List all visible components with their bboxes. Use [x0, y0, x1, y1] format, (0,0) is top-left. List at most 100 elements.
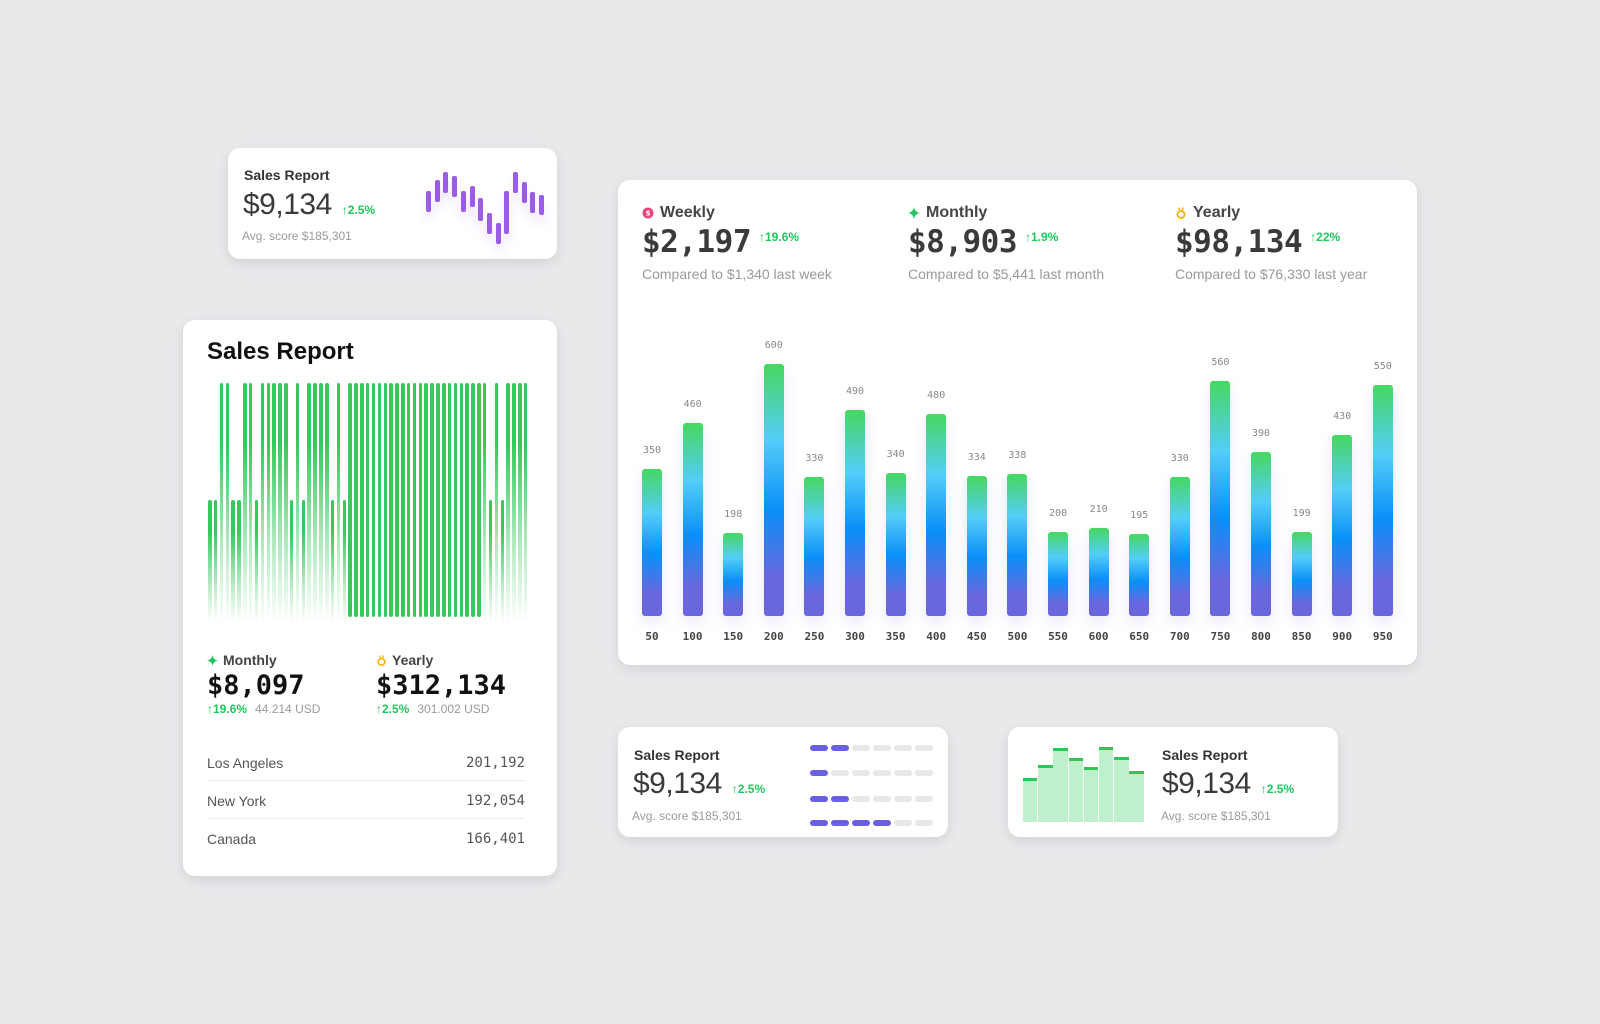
barcode-line — [442, 383, 446, 617]
progress-pill — [852, 745, 870, 751]
bar[interactable] — [845, 410, 865, 616]
card-title: Sales Report — [207, 338, 354, 365]
barcode-line — [266, 383, 270, 623]
green-sparkle-icon — [908, 207, 920, 219]
barcode-line — [401, 383, 405, 617]
barcode-line — [518, 383, 522, 623]
barcode-line — [342, 500, 347, 623]
sales-overview-chart-card: $ Weekly $2,197 ↑19.6% Compared to $1,340 la… — [618, 180, 1417, 665]
sales-report-histogram-card[interactable]: Sales Report $9,134 ↑2.5% Avg. score $18… — [1008, 727, 1338, 837]
barcode-line — [523, 383, 528, 623]
barcode-line — [477, 383, 481, 617]
bar[interactable] — [804, 477, 825, 616]
bar[interactable] — [1048, 532, 1068, 616]
progress-pill — [915, 796, 933, 802]
bar[interactable] — [723, 532, 744, 616]
stat-value: $312,134 — [376, 670, 507, 701]
bar[interactable] — [1332, 435, 1353, 616]
row-name: New York — [207, 793, 267, 809]
progress-pill — [894, 745, 912, 751]
barcode-line — [208, 500, 212, 623]
stat-value: $8,097 — [207, 670, 305, 701]
barcode-line — [512, 383, 516, 623]
row-name: Los Angeles — [207, 755, 284, 771]
progress-pill — [810, 820, 828, 826]
bar[interactable] — [1169, 477, 1190, 616]
stat-value: $8,903 — [908, 224, 1017, 260]
bar-value-label: 350 — [642, 445, 662, 456]
table-row: New York 192,054 — [207, 782, 525, 820]
progress-pill — [915, 745, 933, 751]
barcode-line — [254, 500, 259, 623]
progress-pill — [873, 745, 891, 751]
bar-value-label: 195 — [1130, 510, 1149, 522]
candle — [434, 180, 440, 202]
barcode-line — [377, 383, 382, 617]
barcode-line — [506, 383, 510, 623]
stat-label: Monthly — [223, 652, 277, 668]
barcode-line — [272, 383, 276, 623]
bar-value-label: 210 — [1089, 503, 1108, 515]
x-tick-label: 900 — [1332, 630, 1353, 643]
stat-yearly: Yearly $312,134 ↑2.5% 301.002 USD — [376, 652, 506, 716]
histogram-bar — [1099, 747, 1114, 822]
barcode-line — [459, 383, 464, 617]
barcode-line — [447, 383, 452, 617]
bar[interactable] — [1210, 380, 1231, 616]
card-value: $9,134 — [1162, 767, 1251, 800]
candle — [478, 198, 484, 221]
stat-monthly: Monthly $8,903 ↑1.9% Compared to $5,441 las… — [908, 204, 1168, 282]
green-sparkle-icon — [207, 654, 218, 666]
sales-report-pills-card[interactable]: Sales Report $9,134 ↑2.5% Avg. score $18… — [618, 727, 948, 837]
stat-yearly: Yearly $98,134 ↑22% Compared to $76,330 las… — [1175, 204, 1435, 282]
bar[interactable] — [966, 475, 987, 616]
bar-value-label: 560 — [1211, 356, 1230, 368]
change-badge: ↑2.5% — [731, 782, 766, 796]
card-title: Sales Report — [244, 167, 330, 183]
barcode-line — [365, 383, 370, 617]
change-badge: ↑2.5% — [376, 702, 410, 716]
stat-label: Monthly — [926, 204, 988, 221]
bar[interactable] — [642, 469, 662, 616]
progress-pill — [810, 796, 828, 802]
barcode-line — [412, 383, 417, 617]
sales-report-card: Sales Report Monthly $8,097 ↑19.6% 44.214 U… — [183, 320, 557, 876]
stat-label-row: $ Weekly — [642, 204, 902, 222]
bar[interactable] — [1372, 385, 1393, 616]
bar[interactable] — [1129, 534, 1150, 616]
svg-text:$: $ — [646, 210, 651, 218]
bar[interactable] — [1007, 474, 1028, 616]
progress-pill — [831, 745, 849, 751]
barcode-line — [488, 500, 493, 623]
barcode-line — [313, 383, 317, 623]
x-tick-label: 950 — [1372, 630, 1393, 643]
bar-value-label: 460 — [683, 398, 702, 410]
bar[interactable] — [926, 414, 947, 616]
barcode-line — [406, 383, 411, 617]
histogram-bar — [1114, 757, 1129, 822]
stat-label: Yearly — [1193, 204, 1241, 221]
bar[interactable] — [885, 473, 906, 616]
histogram-bar — [1053, 748, 1068, 822]
bar[interactable] — [1291, 532, 1312, 616]
barcode-line — [389, 383, 393, 617]
bar[interactable] — [1251, 452, 1271, 616]
bar-value-label: 480 — [927, 390, 946, 402]
bar-value-label: 199 — [1292, 508, 1311, 520]
barcode-line — [243, 383, 247, 623]
row-value: 192,054 — [465, 793, 525, 809]
bar[interactable] — [1088, 527, 1109, 616]
barcode-line — [424, 383, 428, 617]
histogram-bar — [1129, 771, 1144, 822]
bar[interactable] — [682, 422, 703, 616]
progress-pill — [894, 770, 912, 776]
progress-pill — [852, 770, 870, 776]
sales-report-candles-card[interactable]: Sales Report $9,134 ↑2.5% Avg. score $18… — [228, 148, 557, 259]
x-tick-label: 750 — [1210, 630, 1231, 643]
x-tick-label: 700 — [1169, 630, 1190, 643]
barcode-line — [237, 500, 241, 623]
histogram — [1023, 727, 1148, 837]
bar[interactable] — [763, 364, 784, 616]
bar-value-label: 490 — [845, 386, 865, 398]
usd-amount: 301.002 USD — [417, 702, 490, 716]
